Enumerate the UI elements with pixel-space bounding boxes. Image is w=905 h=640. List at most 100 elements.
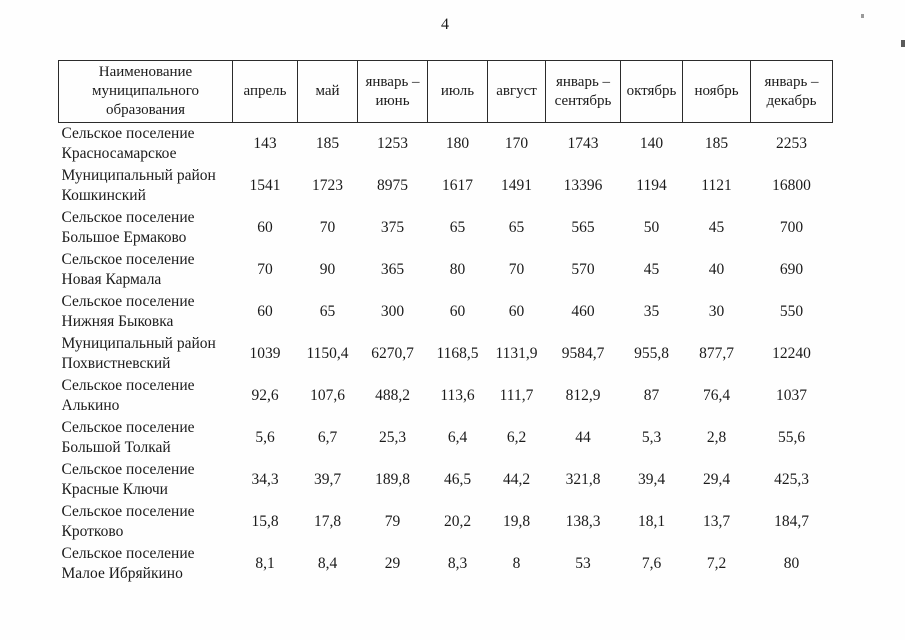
value-cell: 375	[380, 219, 405, 236]
column-header: ноябрь	[682, 60, 751, 123]
value-cell: 143	[253, 135, 277, 152]
value-cell: 60	[508, 303, 525, 320]
value-cell: 53	[575, 555, 591, 572]
value-cell: 76,4	[702, 387, 731, 404]
table-row: Сельское поселение Красные Ключи 34,3 39,7…	[59, 459, 833, 501]
value-cell: 44	[575, 429, 591, 446]
value-cell: 425,3	[774, 471, 809, 488]
value-cell: 92,6	[251, 387, 279, 404]
value-cell: 8,4	[317, 555, 338, 572]
value-cell: 189,8	[375, 471, 410, 488]
table-row: Сельское поселение Нижняя Быковка 60 65 300…	[59, 291, 833, 333]
value-cell: 5,3	[641, 429, 662, 446]
value-cell: 8	[512, 555, 521, 572]
value-cell: 65	[319, 303, 336, 320]
column-header: август	[487, 60, 546, 123]
scan-artifact	[861, 14, 864, 18]
value-cell: 87	[643, 387, 660, 404]
column-header: январь – сентябрь	[545, 60, 621, 123]
row-name: Сельское поселение Малое Ибряйкино	[61, 545, 195, 582]
column-header-name: Наименование муниципального образования	[58, 60, 233, 123]
column-header: январь – декабрь	[750, 60, 833, 123]
scan-artifact	[901, 40, 905, 47]
value-cell: 690	[779, 261, 804, 278]
value-cell: 1723	[312, 177, 343, 194]
value-cell: 185	[315, 135, 340, 152]
column-header: апрель	[232, 60, 298, 123]
value-cell: 80	[783, 555, 800, 572]
value-cell: 18,1	[637, 513, 666, 530]
table-row: Сельское поселение Большой Толкай 5,6 6,7 2…	[59, 417, 833, 459]
value-cell: 365	[380, 261, 405, 278]
column-header: январь – июнь	[357, 60, 428, 123]
value-cell: 19,8	[502, 513, 531, 530]
row-name: Муниципальный район Похвистневский	[61, 335, 216, 372]
value-cell: 1150,4	[306, 345, 349, 362]
value-cell: 7,6	[641, 555, 662, 572]
table-row: Сельское поселение Большое Ермаково 60 70 3…	[59, 207, 833, 249]
value-cell: 44,2	[502, 471, 531, 488]
row-name: Сельское поселение Большое Ермаково	[61, 209, 195, 246]
value-cell: 29	[384, 555, 401, 572]
value-cell: 8975	[377, 177, 408, 194]
value-cell: 29,4	[702, 471, 731, 488]
value-cell: 15,8	[251, 513, 279, 530]
table-row: Муниципальный район Кошкинский 1541 1723 89…	[59, 165, 833, 207]
row-name: Сельское поселение Большой Толкай	[61, 419, 195, 456]
value-cell: 40	[708, 261, 725, 278]
value-cell: 140	[639, 135, 664, 152]
value-cell: 6,4	[447, 429, 468, 446]
value-cell: 6270,7	[371, 345, 414, 362]
table-header-row: Наименование муниципального образования …	[58, 60, 833, 123]
value-cell: 138,3	[565, 513, 601, 530]
value-cell: 45	[708, 219, 725, 236]
value-cell: 170	[504, 135, 529, 152]
row-name: Сельское поселение Красные Ключи	[61, 461, 195, 498]
value-cell: 7,2	[706, 555, 727, 572]
value-cell: 60	[257, 219, 273, 236]
table-row: Муниципальный район Похвистневский 1039 11…	[59, 333, 833, 375]
value-cell: 79	[384, 513, 401, 530]
value-cell: 70	[508, 261, 525, 278]
value-cell: 550	[779, 303, 804, 320]
value-cell: 6,2	[506, 429, 527, 446]
value-cell: 60	[257, 303, 273, 320]
value-cell: 184,7	[774, 513, 809, 530]
value-cell: 460	[571, 303, 595, 320]
value-cell: 565	[571, 219, 595, 236]
value-cell: 5,6	[255, 429, 275, 446]
value-cell: 2253	[776, 135, 807, 152]
row-name: Сельское поселение Красносамарское	[61, 125, 195, 162]
table-row: Сельское поселение Кротково 15,8 17,8 79 20,…	[59, 501, 833, 543]
value-cell: 1491	[501, 177, 532, 194]
value-cell: 113,6	[440, 387, 475, 404]
value-cell: 8,3	[447, 555, 468, 572]
column-header: октябрь	[620, 60, 683, 123]
row-name: Сельское поселение Алькино	[61, 377, 195, 414]
value-cell: 1743	[567, 135, 599, 152]
value-cell: 2,8	[706, 429, 727, 446]
value-cell: 20,2	[443, 513, 472, 530]
row-name: Сельское поселение Нижняя Быковка	[61, 293, 195, 330]
value-cell: 70	[257, 261, 273, 278]
value-cell: 39,7	[313, 471, 342, 488]
column-header: июль	[427, 60, 488, 123]
value-cell: 1541	[249, 177, 281, 194]
value-cell: 1121	[701, 177, 732, 194]
value-cell: 185	[704, 135, 729, 152]
value-cell: 955,8	[634, 345, 669, 362]
value-cell: 65	[449, 219, 466, 236]
value-cell: 321,8	[565, 471, 601, 488]
value-cell: 9584,7	[561, 345, 605, 362]
value-cell: 1253	[377, 135, 408, 152]
value-cell: 1168,5	[436, 345, 479, 362]
table-row: Сельское поселение Новая Кармала 70 90 365 8…	[59, 249, 833, 291]
value-cell: 8,1	[255, 555, 275, 572]
value-cell: 13396	[563, 177, 603, 194]
value-cell: 107,6	[310, 387, 345, 404]
value-cell: 34,3	[251, 471, 279, 488]
value-cell: 488,2	[375, 387, 410, 404]
value-cell: 50	[643, 219, 660, 236]
table-row: Сельское поселение Малое Ибряйкино 8,1 8,4…	[59, 543, 833, 585]
